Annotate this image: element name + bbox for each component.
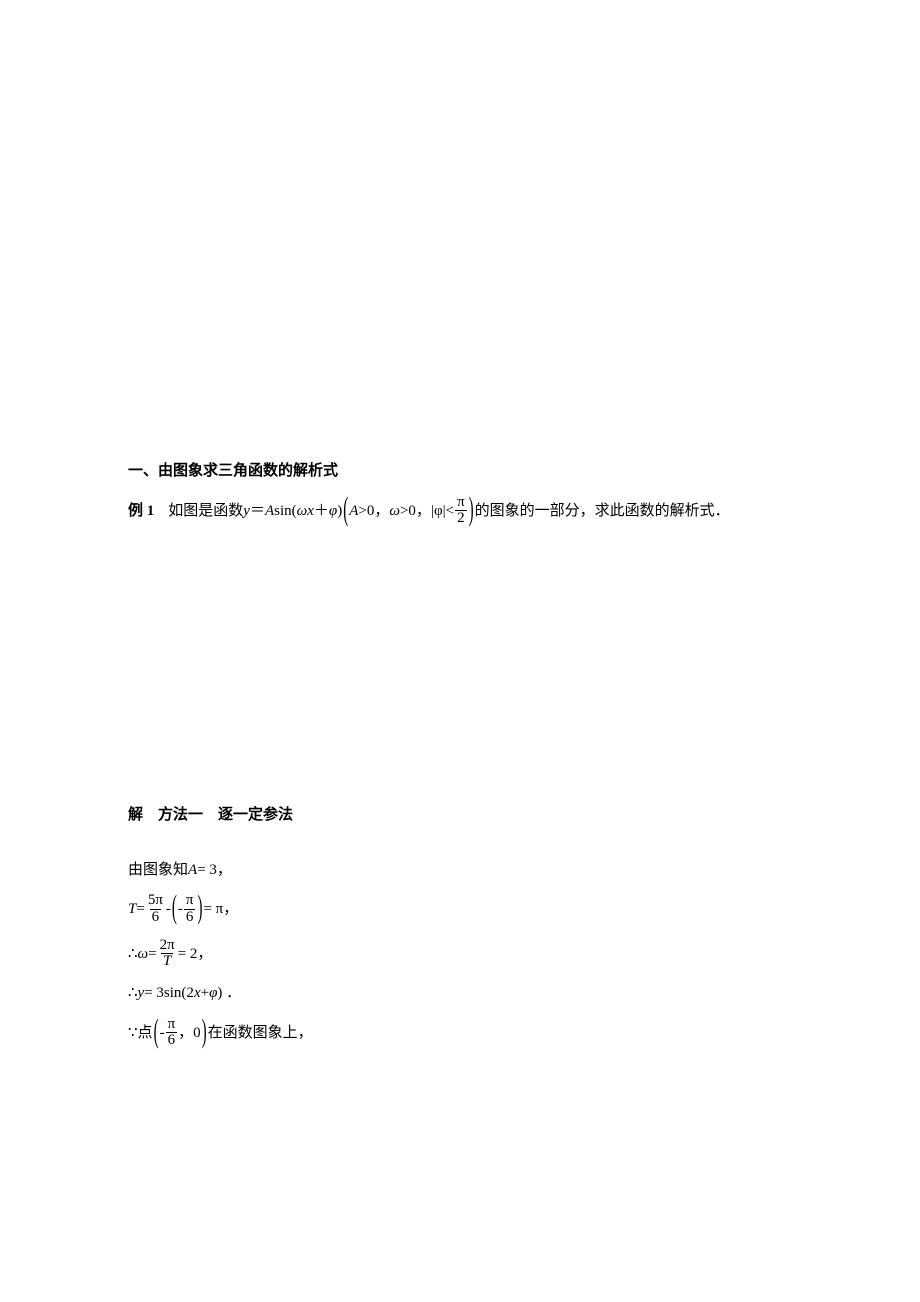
example-formula: y ＝ A sin( ω x ＋ φ ) ( A >0， ω >0， |φ| <…: [243, 495, 474, 528]
close: ) ．: [217, 982, 241, 1005]
line-y: ∴ y = 3sin(2 x + φ ) ．: [128, 982, 792, 1005]
var-y: y: [138, 982, 145, 1005]
frac-den: 6: [166, 1032, 178, 1049]
var-x: x: [307, 500, 314, 523]
big-paren-right: ): [469, 486, 474, 536]
cond-A: A: [349, 500, 358, 523]
period-expr: T = 5π 6 - ( - π 6 ) = π，: [128, 893, 238, 926]
point-prefix: 点: [138, 1022, 153, 1045]
cond-omega: ω: [389, 500, 400, 523]
eq: = 3sin(2: [144, 982, 194, 1005]
point-expr: ∵ 点 ( - π 6 ，0 ) 在函数图象上，: [128, 1017, 313, 1050]
eq: =: [136, 898, 144, 921]
var-T: T: [128, 898, 136, 921]
frac-den: T: [161, 953, 173, 970]
frac-pi-6: π 6: [166, 1017, 178, 1050]
neg: -: [160, 1022, 165, 1045]
frac-pi-2: π 2: [455, 495, 467, 528]
eq-pi: = π，: [203, 898, 238, 921]
close-paren: ): [337, 500, 342, 523]
big-paren-left: (: [172, 885, 177, 935]
sin-open: sin(: [274, 500, 297, 523]
spacer: [128, 839, 792, 859]
line-omega: ∴ ω = 2π T = 2，: [128, 938, 792, 971]
eq: =: [148, 943, 156, 966]
solution-heading: 解 方法一 逐一定参法: [128, 804, 792, 827]
big-paren-right: ): [202, 1008, 207, 1058]
frac-pi-6: π 6: [184, 893, 196, 926]
section-heading: 一、由图象求三角函数的解析式: [128, 460, 792, 483]
frac-num: π: [184, 893, 196, 909]
therefore: ∴: [128, 982, 138, 1005]
var-y: y: [243, 500, 250, 523]
plus: +: [201, 982, 209, 1005]
abs-phi: |φ|: [431, 500, 446, 523]
document-page: 一、由图象求三角函数的解析式 例 1 如图是函数 y ＝ A sin( ω x …: [0, 0, 920, 1181]
var-phi: φ: [209, 982, 217, 1005]
big-paren-right: ): [197, 885, 202, 935]
frac-2pi-T: 2π T: [158, 938, 177, 971]
var-A: A: [265, 500, 274, 523]
line-point: ∵ 点 ( - π 6 ，0 ) 在函数图象上，: [128, 1017, 792, 1050]
frac-den: 6: [150, 909, 162, 926]
frac-num: π: [166, 1017, 178, 1033]
eq-sign: ＝: [250, 500, 265, 523]
line-amplitude: 由图象知 A = 3，: [128, 859, 792, 882]
because: ∵: [128, 1022, 138, 1045]
var-omega: ω: [297, 500, 308, 523]
cond-A-gt: >0，: [358, 500, 389, 523]
var-A: A: [188, 859, 197, 882]
frac-den: 6: [184, 909, 196, 926]
example-suffix: 的图象的一部分，求此函数的解析式．: [475, 500, 730, 523]
example-prefix: 如图是函数: [168, 500, 243, 523]
y-expr: ∴ y = 3sin(2 x + φ ) ．: [128, 982, 241, 1005]
eq-2: = 2，: [178, 943, 213, 966]
frac-5pi-6: 5π 6: [146, 893, 165, 926]
frac-den: 2: [455, 510, 467, 527]
ampl-eq: = 3，: [197, 859, 232, 882]
neg: -: [178, 898, 183, 921]
example-1: 例 1 如图是函数 y ＝ A sin( ω x ＋ φ ) ( A >0， ω…: [128, 495, 792, 528]
point-suffix: 在函数图象上，: [208, 1022, 313, 1045]
plus: ＋: [314, 500, 329, 523]
ampl-prefix: 由图象知: [128, 859, 188, 882]
example-label: 例 1: [128, 500, 154, 523]
frac-num: 5π: [146, 893, 165, 909]
figure-placeholder: [128, 539, 792, 804]
big-paren-left: (: [343, 486, 348, 536]
var-omega: ω: [138, 943, 149, 966]
big-paren-left: (: [154, 1008, 159, 1058]
cond-omega-gt: >0，: [400, 500, 431, 523]
comma-zero: ，0: [178, 1022, 201, 1045]
omega-expr: ∴ ω = 2π T = 2，: [128, 938, 212, 971]
heading-text: 一、由图象求三角函数的解析式: [128, 460, 338, 483]
therefore: ∴: [128, 943, 138, 966]
var-x: x: [194, 982, 201, 1005]
solution-heading-text: 解 方法一 逐一定参法: [128, 804, 293, 827]
lt: <: [446, 500, 454, 523]
line-period: T = 5π 6 - ( - π 6 ) = π，: [128, 893, 792, 926]
frac-num: π: [455, 495, 467, 511]
frac-num: 2π: [158, 938, 177, 954]
var-phi: φ: [329, 500, 337, 523]
minus: -: [166, 898, 171, 921]
